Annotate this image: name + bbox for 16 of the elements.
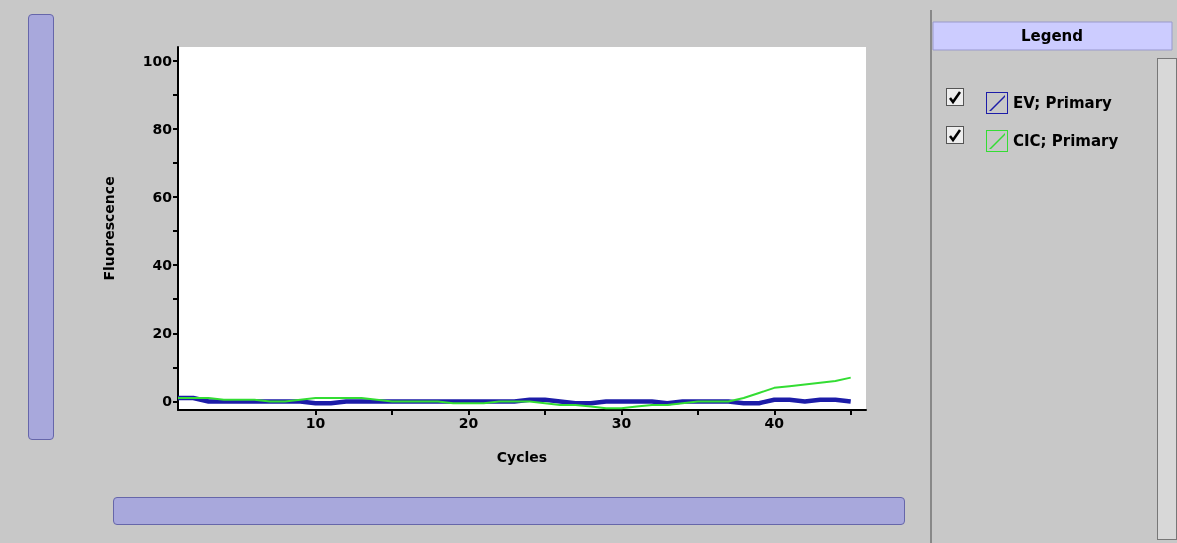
x-tick-label: 20 [458, 415, 479, 431]
x-tick-label: 30 [611, 415, 632, 431]
x-tick-label: 10 [305, 415, 326, 431]
legend-label: CIC; Primary [1013, 132, 1119, 150]
y-tick-label: 80 [152, 120, 173, 137]
y-tick-label: 40 [152, 257, 173, 274]
legend-title: Legend [1020, 27, 1084, 45]
x-axis-title: Cycles [496, 449, 548, 465]
x-tick-label: 40 [764, 415, 785, 431]
legend-label: EV; Primary [1013, 94, 1113, 112]
y-tick-label: 0 [162, 393, 173, 410]
y-tick-label: 20 [152, 325, 173, 342]
y-tick-label: 60 [152, 188, 173, 205]
y-axis-title: Fluorescence [101, 176, 117, 281]
y-tick-label: 100 [142, 52, 173, 69]
line-series [177, 376, 852, 410]
